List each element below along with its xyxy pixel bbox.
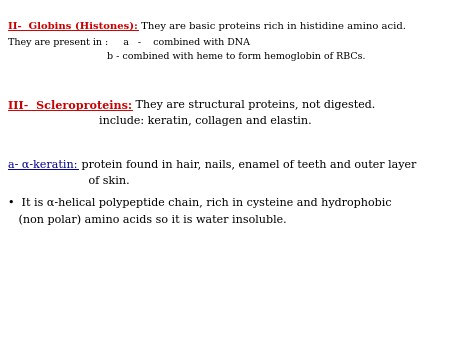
Text: III-  Scleroproteins:: III- Scleroproteins: [8, 100, 132, 111]
Text: include: keratin, collagen and elastin.: include: keratin, collagen and elastin. [8, 116, 311, 126]
Text: protein found in hair, nails, enamel of teeth and outer layer: protein found in hair, nails, enamel of … [77, 160, 416, 170]
Text: of skin.: of skin. [8, 176, 130, 186]
Text: II-  Globins (Histones):: II- Globins (Histones): [8, 22, 138, 31]
Text: (non polar) amino acids so it is water insoluble.: (non polar) amino acids so it is water i… [8, 214, 287, 224]
Text: •  It is α-helical polypeptide chain, rich in cysteine and hydrophobic: • It is α-helical polypeptide chain, ric… [8, 198, 392, 208]
Text: a- α-keratin:: a- α-keratin: [8, 160, 77, 170]
Text: b - combined with heme to form hemoglobin of RBCs.: b - combined with heme to form hemoglobi… [8, 52, 365, 61]
Text: They are basic proteins rich in histidine amino acid.: They are basic proteins rich in histidin… [138, 22, 405, 31]
Text: They are structural proteins, not digested.: They are structural proteins, not digest… [132, 100, 375, 110]
Text: They are present in :     a   -    combined with DNA: They are present in : a - combined with … [8, 38, 250, 47]
